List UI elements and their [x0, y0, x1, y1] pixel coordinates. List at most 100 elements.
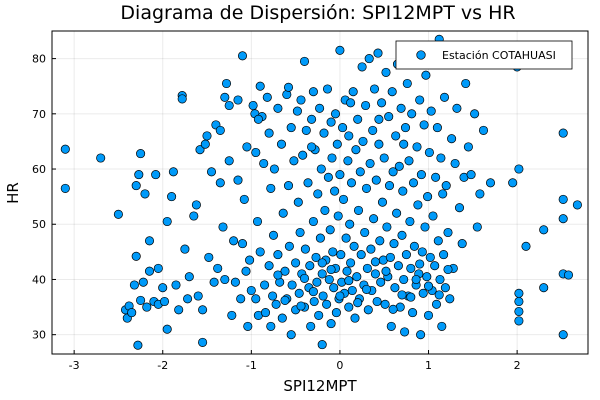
data-point — [215, 125, 225, 135]
data-point — [420, 222, 430, 232]
data-point — [399, 139, 409, 149]
data-point — [439, 250, 449, 260]
data-point — [251, 294, 261, 304]
data-point — [485, 178, 496, 188]
y-tick-label: 30 — [32, 329, 46, 342]
data-point — [291, 258, 301, 268]
data-point — [347, 285, 357, 296]
data-point — [307, 114, 317, 124]
data-point — [368, 125, 378, 135]
data-point — [384, 181, 395, 191]
x-tick-label: -1 — [246, 359, 257, 372]
data-point — [319, 128, 329, 138]
data-point — [353, 205, 364, 215]
legend-entry: Estación COTAHUASI — [442, 49, 556, 62]
data-point — [283, 181, 294, 191]
data-point — [252, 216, 263, 227]
data-point — [331, 308, 341, 318]
data-point — [280, 266, 290, 276]
data-point — [348, 87, 358, 97]
data-point — [400, 123, 411, 133]
data-point — [423, 281, 434, 291]
data-point — [402, 78, 412, 89]
data-point — [144, 266, 155, 276]
data-point — [375, 236, 385, 246]
data-point — [373, 48, 383, 58]
data-point — [384, 112, 394, 122]
data-point — [318, 291, 328, 301]
data-point — [158, 283, 168, 293]
data-point — [404, 156, 414, 166]
data-point — [400, 327, 410, 337]
data-point — [422, 272, 432, 282]
data-point — [237, 51, 248, 61]
data-point — [411, 274, 421, 285]
data-point — [308, 287, 318, 297]
data-point — [296, 95, 306, 105]
data-point — [343, 156, 353, 166]
data-point — [381, 67, 391, 77]
data-point — [271, 299, 281, 309]
legend-marker — [416, 50, 426, 60]
data-point — [251, 147, 261, 158]
data-point — [308, 216, 318, 227]
data-point — [136, 295, 146, 305]
data-point — [406, 263, 416, 273]
data-point — [213, 263, 223, 273]
data-point — [423, 310, 434, 320]
data-point — [332, 139, 342, 149]
data-point — [346, 178, 357, 188]
data-point — [382, 222, 392, 232]
data-point — [558, 128, 568, 138]
data-point — [424, 147, 434, 158]
data-point — [308, 87, 318, 97]
data-point — [315, 103, 325, 113]
data-point — [346, 258, 356, 268]
data-point — [342, 266, 352, 276]
data-point — [389, 239, 399, 249]
data-point — [344, 302, 354, 312]
data-point — [361, 100, 371, 111]
data-point — [386, 321, 396, 331]
data-point — [447, 134, 457, 144]
data-point — [204, 252, 214, 262]
data-point — [221, 78, 232, 89]
data-point — [418, 288, 428, 298]
data-point — [437, 321, 447, 331]
data-point — [454, 203, 465, 213]
data-point — [294, 288, 304, 298]
data-point — [316, 164, 326, 174]
data-point — [381, 266, 391, 276]
data-point — [138, 277, 148, 287]
data-point — [177, 94, 187, 104]
data-point — [255, 247, 265, 257]
data-point — [224, 156, 234, 166]
data-point — [572, 200, 582, 210]
data-point — [317, 258, 327, 268]
data-point — [260, 308, 271, 318]
data-point — [428, 211, 438, 221]
data-point — [563, 270, 574, 280]
data-point — [349, 241, 359, 251]
data-point — [171, 280, 181, 290]
data-point — [443, 227, 453, 238]
data-point — [218, 222, 228, 232]
data-point — [398, 186, 408, 196]
data-point — [387, 87, 397, 97]
data-point — [409, 241, 419, 251]
data-point — [162, 216, 172, 227]
data-point — [280, 295, 290, 305]
data-point — [266, 183, 276, 193]
data-point — [273, 250, 283, 260]
data-point — [309, 296, 319, 307]
data-point — [508, 178, 518, 188]
data-point — [478, 125, 489, 135]
data-point — [241, 266, 251, 276]
data-point — [377, 197, 388, 207]
data-point — [153, 263, 163, 273]
data-point — [326, 264, 336, 275]
data-point — [360, 227, 370, 238]
data-point — [457, 239, 467, 249]
data-point — [361, 284, 372, 294]
data-point — [262, 92, 272, 102]
